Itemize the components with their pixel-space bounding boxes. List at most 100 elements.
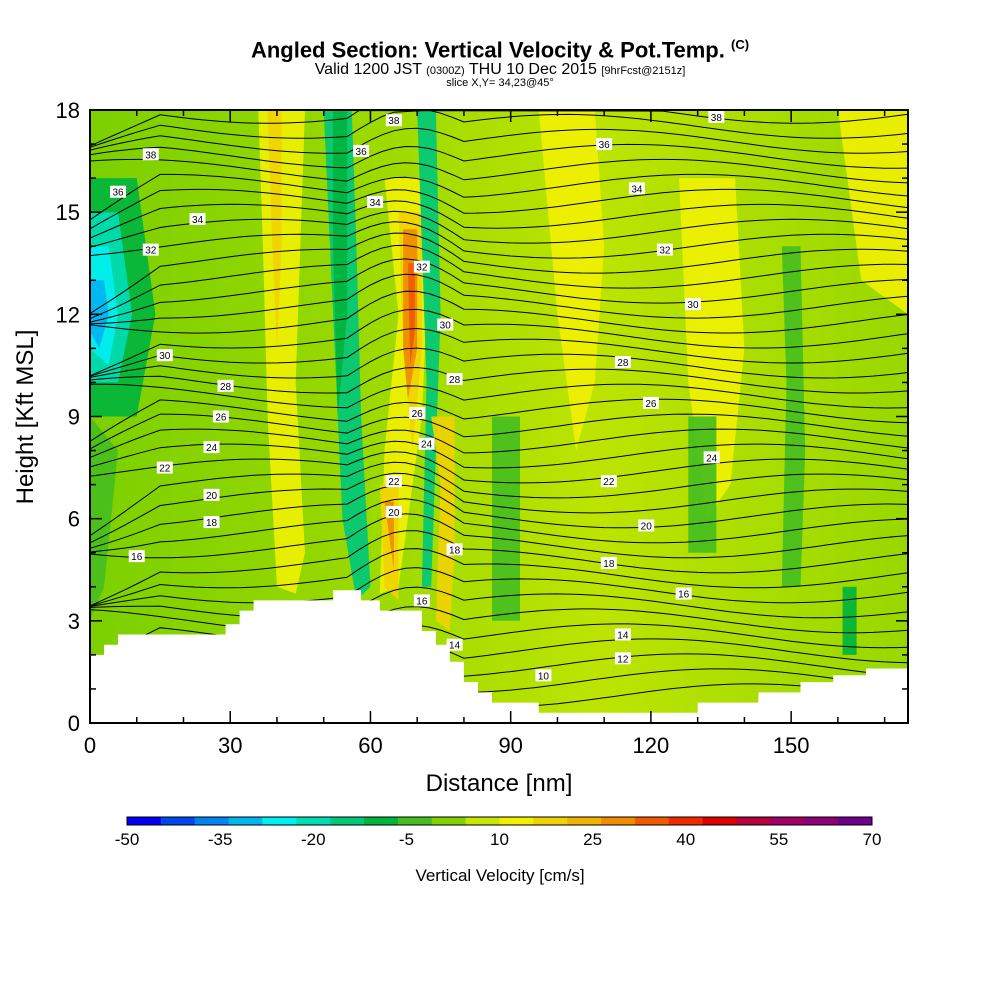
theta-contour-line <box>90 210 908 248</box>
contour-label: 18 <box>600 556 617 570</box>
y-tick-label: 3 <box>68 609 80 634</box>
theta-contour-line <box>90 484 908 549</box>
colorbar-tick-label: -35 <box>208 830 233 849</box>
contour-label: 36 <box>353 144 370 158</box>
velocity-region <box>837 110 908 315</box>
colorbar-swatch <box>127 817 162 825</box>
velocity-region <box>842 586 857 655</box>
theta-contour-line <box>90 308 908 377</box>
colorbar-swatch <box>364 817 399 825</box>
chart-slice-info: slice X,Y= 34,23@45° <box>446 77 554 89</box>
contour-label: 24 <box>418 437 435 451</box>
contour-label: 16 <box>675 587 692 601</box>
colorbar-swatch <box>702 817 738 825</box>
svg-text:34: 34 <box>192 215 204 226</box>
svg-text:18: 18 <box>449 545 461 556</box>
x-tick-label: 60 <box>358 733 382 758</box>
contour-label: 28 <box>217 379 234 393</box>
theta-contour-line <box>90 110 908 147</box>
svg-text:32: 32 <box>145 246 157 257</box>
contour-label: 20 <box>638 519 655 532</box>
svg-text:20: 20 <box>388 508 400 519</box>
y-tick-label: 9 <box>68 405 80 430</box>
contour-label: 36 <box>110 185 127 199</box>
colorbar-swatch <box>296 817 331 825</box>
contour-label: 38 <box>142 148 159 161</box>
colorbar-swatch <box>262 817 297 825</box>
contour-label: 20 <box>385 505 402 519</box>
theta-contour-line <box>90 347 908 379</box>
theta-contour-line <box>90 188 908 230</box>
velocity-region <box>417 110 441 587</box>
theta-contour-line <box>90 461 908 537</box>
contour-label: 34 <box>367 195 384 209</box>
x-tick-label: 120 <box>633 733 670 758</box>
svg-text:28: 28 <box>617 358 629 369</box>
velocity-region <box>781 246 806 587</box>
theta-contour-line <box>90 586 908 619</box>
velocity-region <box>538 110 605 451</box>
svg-text:36: 36 <box>112 188 124 199</box>
svg-text:24: 24 <box>206 443 218 454</box>
svg-text:30: 30 <box>440 321 452 332</box>
svg-text:14: 14 <box>617 630 629 641</box>
y-axis-label: Height [Kft MSL] <box>12 330 39 505</box>
colorbar-swatch <box>567 817 602 825</box>
theta-contour-line <box>90 472 908 544</box>
y-tick-label: 15 <box>56 200 80 225</box>
svg-text:22: 22 <box>159 464 171 475</box>
colorbar-swatch <box>465 817 500 825</box>
svg-text:38: 38 <box>388 116 400 127</box>
x-axis-label: Distance [nm] <box>426 770 573 797</box>
y-tick-label: 6 <box>68 507 80 532</box>
contour-label: 32 <box>656 243 673 257</box>
theta-contour-line <box>90 327 908 377</box>
contour-label: 26 <box>409 407 426 420</box>
svg-text:22: 22 <box>603 477 615 488</box>
colorbar <box>126 816 873 826</box>
svg-text:12: 12 <box>617 654 629 665</box>
y-tick-label: 18 <box>56 98 80 123</box>
colorbar-swatch <box>160 817 196 825</box>
x-tick-label: 0 <box>84 733 96 758</box>
chart-valid-time: Valid 1200 JST (0300Z) THU 10 Dec 2015 [… <box>314 61 686 78</box>
colorbar-swatch <box>770 817 805 825</box>
theta-contour-line <box>90 273 908 325</box>
theta-contour-line <box>90 221 908 259</box>
colorbar-swatch <box>194 817 230 825</box>
velocity-region <box>407 263 415 366</box>
svg-text:22: 22 <box>388 477 400 488</box>
velocity-field <box>90 110 908 655</box>
colorbar-swatch <box>397 817 433 825</box>
svg-text:24: 24 <box>421 440 433 451</box>
colorbar-swatch <box>668 817 704 825</box>
theta-contour-line <box>90 498 908 553</box>
svg-text:36: 36 <box>599 140 611 151</box>
svg-text:26: 26 <box>412 409 424 420</box>
colorbar-label: Vertical Velocity [cm/s] <box>415 866 584 885</box>
svg-text:26: 26 <box>215 413 227 424</box>
svg-text:30: 30 <box>159 351 171 362</box>
colorbar-tick-label: 25 <box>583 830 602 849</box>
y-tick-label: 0 <box>68 711 80 736</box>
theta-contour-line <box>90 530 908 607</box>
theta-contour-line <box>90 567 908 607</box>
contour-label: 24 <box>703 451 720 464</box>
colorbar-swatch <box>804 817 839 825</box>
svg-text:32: 32 <box>659 246 671 257</box>
colorbar-tick-label: 40 <box>676 830 695 849</box>
theta-contour-line <box>90 173 908 221</box>
contour-label: 34 <box>189 212 206 226</box>
svg-text:28: 28 <box>449 375 461 386</box>
contour-label: 22 <box>600 475 617 488</box>
theta-contour-line <box>90 232 908 314</box>
theta-contour-line <box>90 200 908 239</box>
svg-text:38: 38 <box>145 150 157 161</box>
chart-title: Angled Section: Vertical Velocity & Pot.… <box>250 37 750 63</box>
contour-label: 28 <box>446 373 463 386</box>
contour-label: 30 <box>684 298 701 311</box>
theta-contour-line <box>90 258 908 323</box>
svg-text:14: 14 <box>449 641 461 652</box>
contour-label: 24 <box>203 441 220 454</box>
svg-text:38: 38 <box>711 113 723 124</box>
